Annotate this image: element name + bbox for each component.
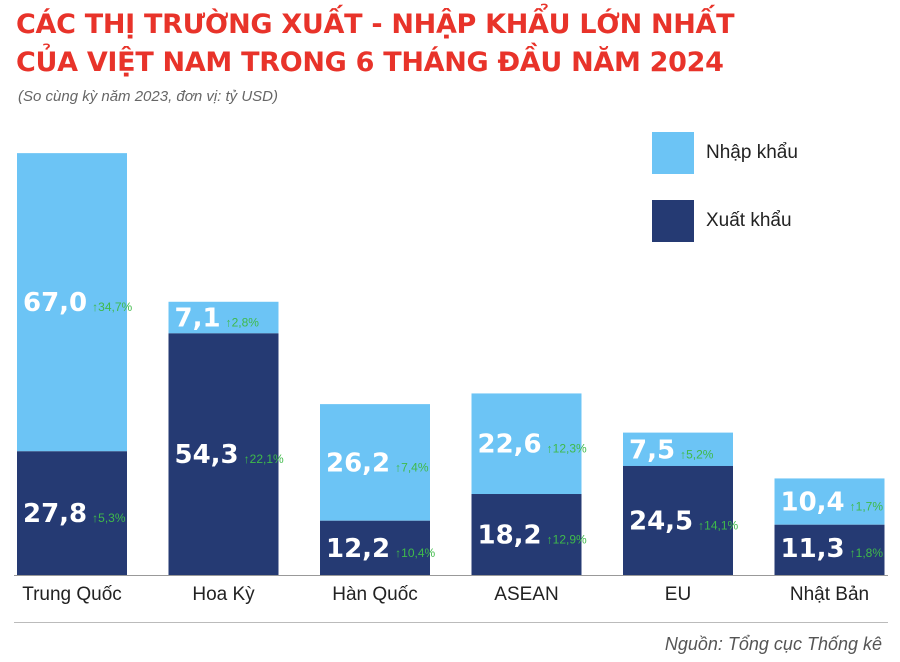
bar-import <box>623 432 733 466</box>
export-value-label: 54,3 <box>175 440 239 470</box>
import-growth-label: ↑2,8% <box>226 316 260 330</box>
chart-title: CÁC THỊ TRƯỜNG XUẤT - NHẬP KHẨU LỚN NHẤT… <box>16 6 735 82</box>
bar-export <box>17 451 127 575</box>
import-value-label: 22,6 <box>478 430 542 460</box>
legend-label-export: Xuất khẩu <box>706 210 792 231</box>
export-value-label: 18,2 <box>478 521 542 551</box>
category-label: ASEAN <box>494 584 558 605</box>
export-value-label: 11,3 <box>781 534 845 564</box>
import-growth-label: ↑1,7% <box>850 500 884 514</box>
bar-export <box>774 524 885 575</box>
export-value-label: 12,2 <box>326 534 390 564</box>
import-value-label: 67,0 <box>23 288 87 318</box>
export-growth-label: ↑12,9% <box>547 533 587 547</box>
import-growth-label: ↑7,4% <box>395 460 429 474</box>
import-growth-label: ↑12,3% <box>547 442 587 456</box>
source-note: Nguồn: Tổng cục Thống kê <box>664 634 882 654</box>
import-growth-label: ↑34,7% <box>92 300 132 314</box>
bar-export <box>320 520 430 575</box>
import-growth-label: ↑5,2% <box>680 447 714 461</box>
bar-export <box>168 333 279 575</box>
legend-label-import: Nhập khẩu <box>706 142 798 163</box>
export-growth-label: ↑1,8% <box>850 546 884 560</box>
category-label: Trung Quốc <box>22 584 122 605</box>
bar-import <box>320 404 430 521</box>
legend-swatch-import <box>652 132 694 174</box>
category-label: EU <box>665 584 691 605</box>
export-growth-label: ↑5,3% <box>92 511 126 525</box>
legend-item-export: Xuất khẩu <box>652 200 792 242</box>
export-growth-label: ↑14,1% <box>698 518 738 532</box>
bar-export <box>471 494 582 575</box>
title-line-2: CỦA VIỆT NAM TRONG 6 THÁNG ĐẦU NĂM 2024 <box>16 47 724 78</box>
import-value-label: 26,2 <box>326 448 390 478</box>
category-label: Hàn Quốc <box>332 584 418 605</box>
bar-import <box>471 393 582 495</box>
bar-import <box>17 153 127 452</box>
title-line-1: CÁC THỊ TRƯỜNG XUẤT - NHẬP KHẨU LỚN NHẤT <box>16 9 735 40</box>
export-growth-label: ↑22,1% <box>244 452 284 466</box>
legend-swatch-export <box>652 200 694 242</box>
import-value-label: 7,1 <box>175 304 221 334</box>
chart-subtitle: (So cùng kỳ năm 2023, đơn vị: tỷ USD) <box>18 88 279 105</box>
category-label: Nhật Bản <box>790 584 869 605</box>
bar-import <box>168 301 279 334</box>
bar-export <box>623 465 733 575</box>
export-value-label: 27,8 <box>23 499 87 529</box>
export-value-label: 24,5 <box>629 506 693 536</box>
category-label: Hoa Kỳ <box>192 584 255 605</box>
import-value-label: 7,5 <box>629 435 675 465</box>
export-growth-label: ↑10,4% <box>395 546 435 560</box>
legend-item-import: Nhập khẩu <box>652 132 798 174</box>
import-value-label: 10,4 <box>781 488 845 518</box>
bar-import <box>774 478 885 525</box>
